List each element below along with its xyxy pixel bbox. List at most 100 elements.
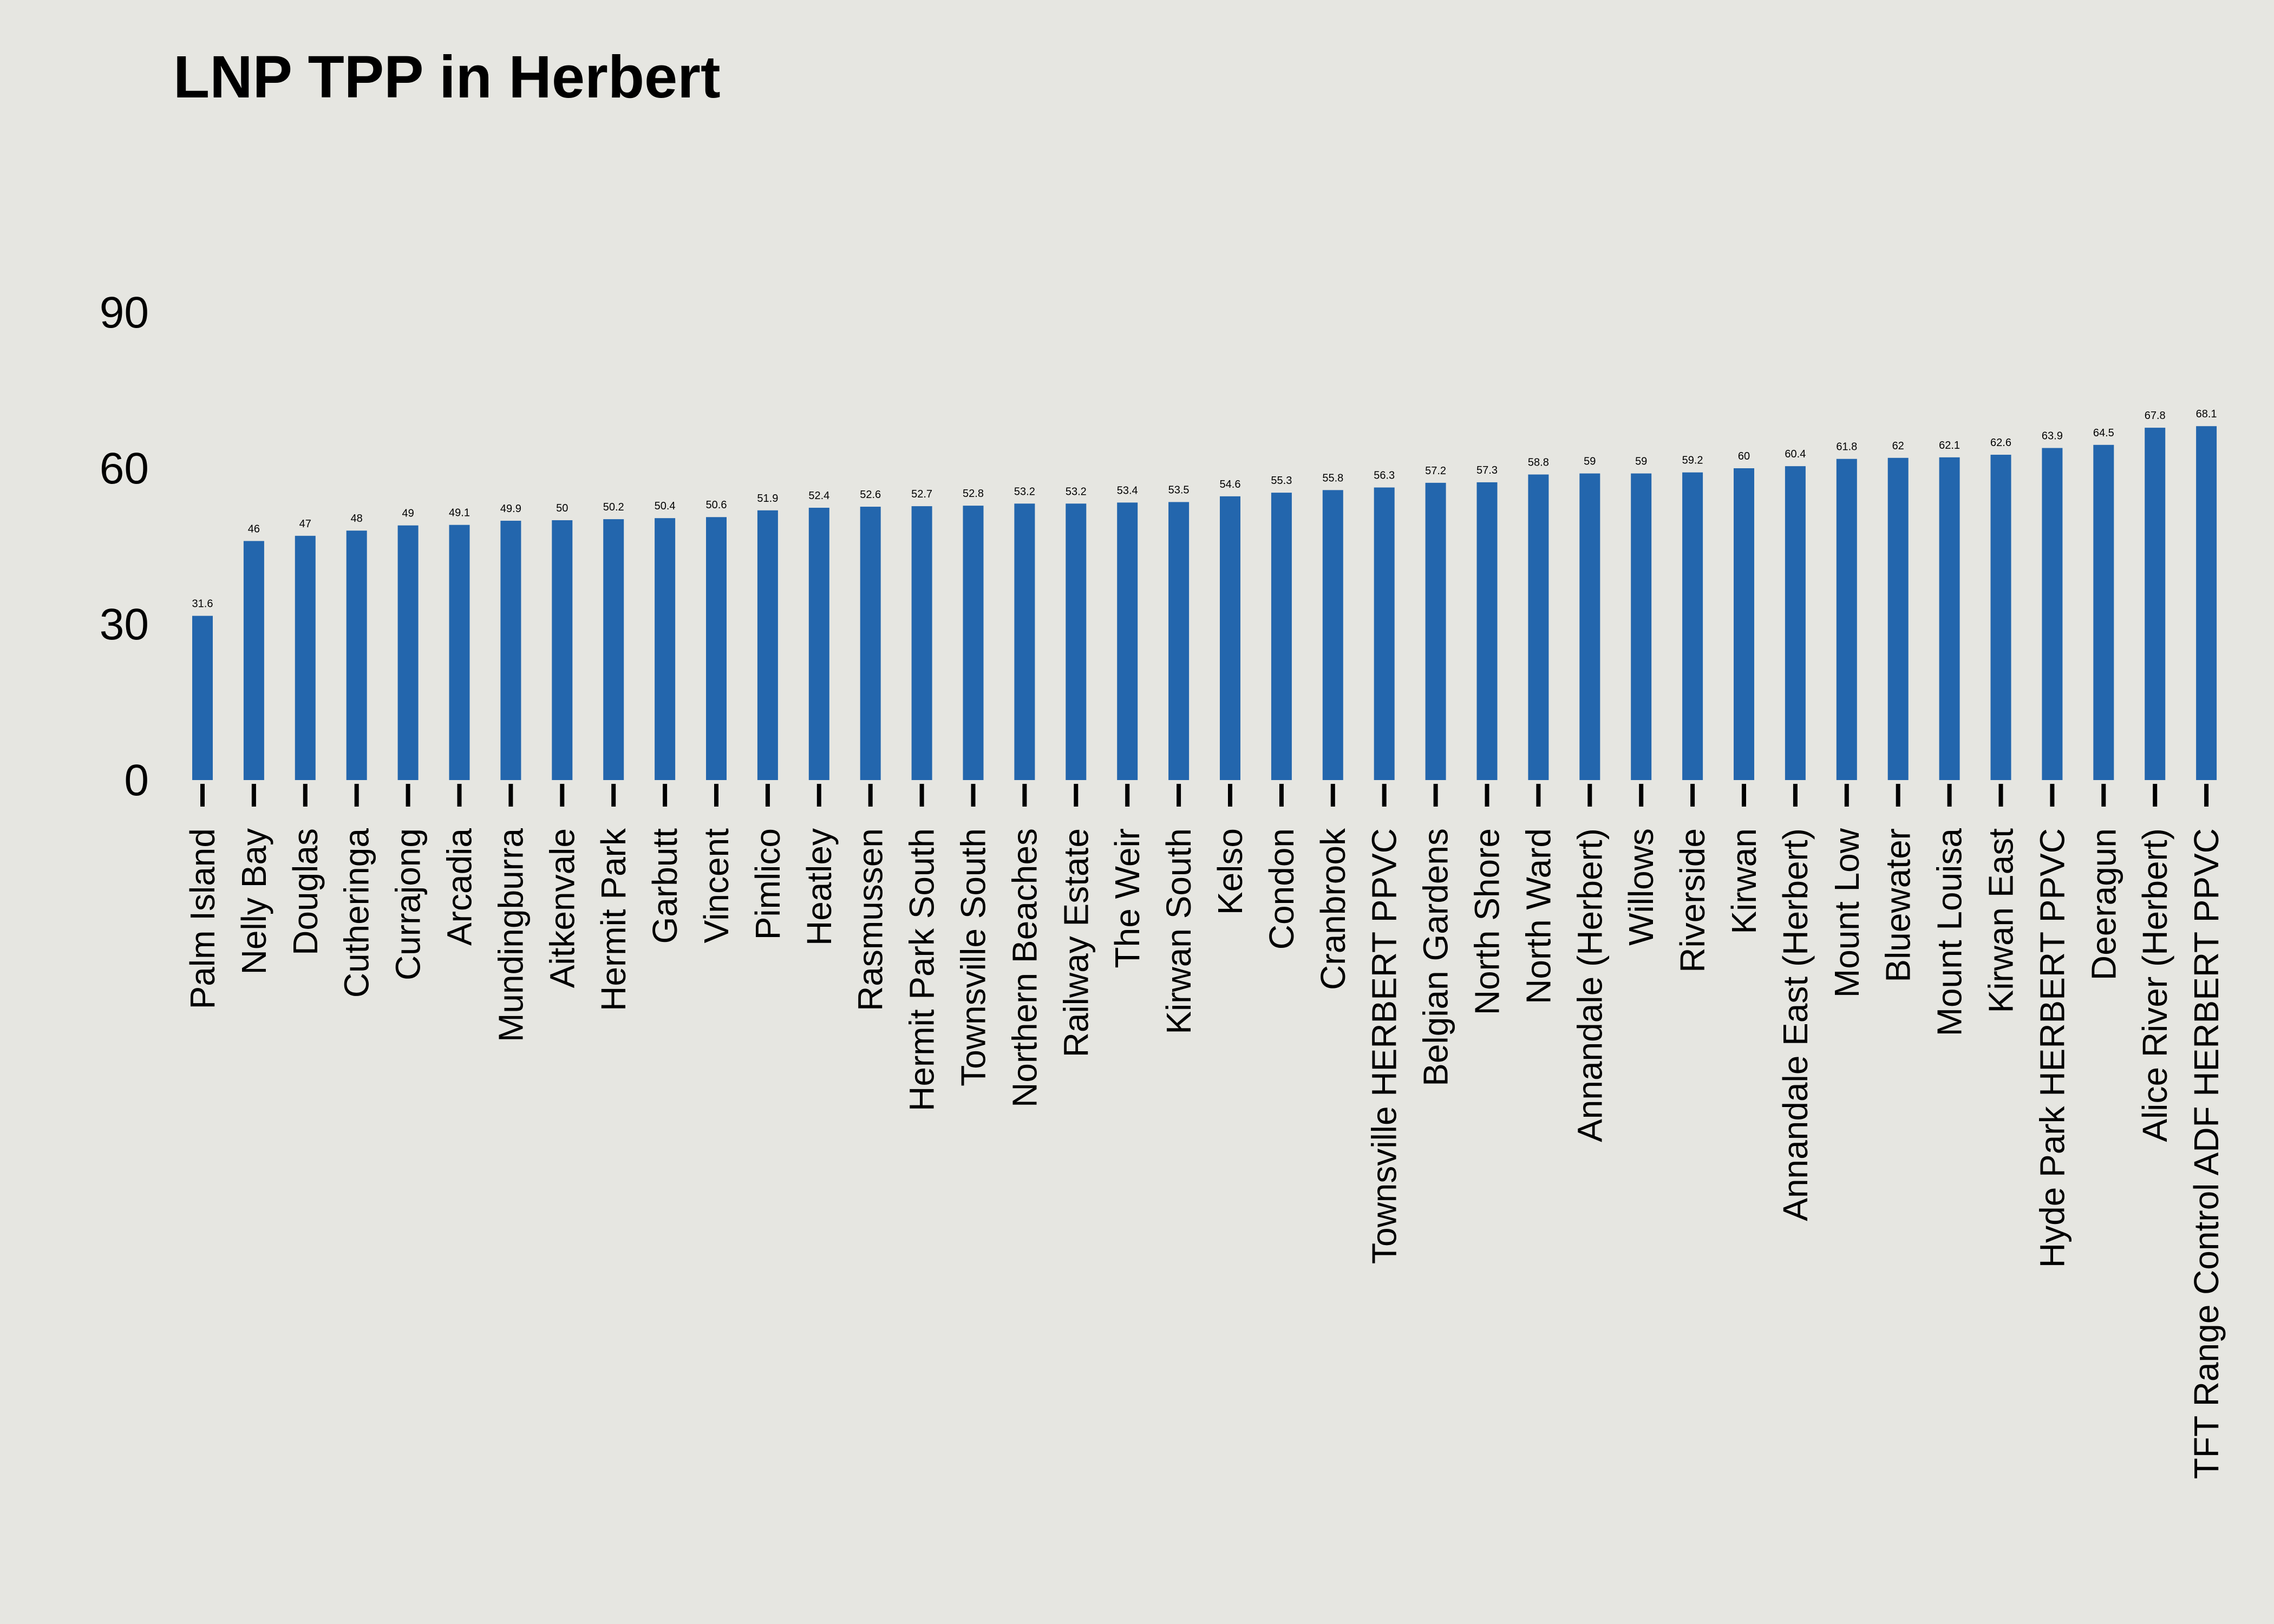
data-labels: 31.6 46 47 48 49 49.1 49.9 50 50.2 50.4 50.6 51.9 52… (192, 408, 2217, 610)
x-tick-label: Palm Island (183, 828, 222, 1009)
data-label: 58.8 (1528, 457, 1549, 469)
data-label: 52.8 (963, 488, 984, 500)
bars (192, 426, 2217, 780)
data-label: 49.1 (449, 507, 470, 519)
y-tick-label: 90 (100, 288, 149, 337)
bar (1476, 482, 1498, 780)
data-label: 54.6 (1220, 479, 1241, 490)
bar (500, 520, 521, 780)
bar (1168, 502, 1190, 780)
data-label: 50 (556, 502, 568, 514)
data-label: 53.4 (1117, 484, 1138, 496)
data-label: 62 (1892, 440, 1904, 452)
data-label: 48 (351, 513, 363, 525)
x-tick-label: Vincent (697, 828, 736, 944)
bar (1220, 496, 1240, 780)
x-tick-label: Annandale East (Herbert) (1776, 828, 1815, 1221)
data-label: 51.9 (757, 493, 778, 505)
data-label: 50.6 (706, 499, 727, 511)
data-label: 61.8 (1836, 441, 1857, 453)
bar (1734, 468, 1754, 780)
x-tick-label: Northern Beaches (1005, 828, 1044, 1108)
x-tick-label: Rasmussen (851, 828, 890, 1011)
x-tick-label: North Ward (1519, 828, 1558, 1004)
x-tick-label: Deeragun (2084, 828, 2123, 980)
data-label: 52.7 (911, 488, 932, 500)
x-tick-label: Riverside (1673, 828, 1712, 973)
bar (2145, 428, 2166, 780)
data-label: 62.1 (1939, 440, 1960, 451)
bar (2042, 448, 2063, 780)
bar (243, 541, 264, 780)
data-label: 55.8 (1322, 472, 1343, 484)
bar (397, 525, 419, 780)
x-tick-label: TFT Range Control ADF HERBERT PPVC (2187, 828, 2226, 1479)
bar (1066, 503, 1087, 780)
data-label: 59 (1584, 456, 1596, 468)
x-tick-label: Arcadia (440, 828, 479, 946)
x-tick-label: North Shore (1468, 828, 1507, 1015)
bar (1631, 473, 1652, 780)
bar (1579, 473, 1600, 780)
data-label: 49.9 (500, 503, 521, 515)
bar (346, 531, 367, 780)
x-tick-label: Alice River (Herbert) (2135, 828, 2174, 1142)
x-tick-label: Cutheringa (337, 828, 376, 998)
bar (552, 520, 573, 780)
x-tick-label: Condon (1262, 828, 1301, 949)
x-tick-label: Pimlico (748, 828, 787, 940)
y-tick-label: 30 (100, 600, 149, 649)
data-label: 63.9 (2042, 430, 2063, 442)
bar (655, 518, 676, 780)
x-tick-label: Belgian Gardens (1416, 828, 1455, 1086)
data-label: 60.4 (1785, 448, 1806, 460)
bar (808, 507, 829, 780)
bar (911, 506, 932, 780)
data-label: 68.1 (2196, 408, 2217, 420)
bar (449, 525, 470, 780)
bar (1682, 472, 1703, 780)
bar (1939, 457, 1960, 780)
data-label: 53.2 (1066, 486, 1087, 497)
x-tick-label: Mundingburra (491, 828, 530, 1042)
data-label: 59.2 (1682, 455, 1703, 467)
x-tick-label: Aitkenvale (543, 828, 581, 988)
x-tick-label: Mount Louisa (1930, 828, 1969, 1037)
bar (1322, 490, 1343, 780)
data-label: 56.3 (1374, 470, 1395, 482)
x-tick-label: Heatley (800, 828, 839, 946)
x-tick-label: Kirwan East (1982, 828, 2021, 1013)
x-tick-label: Willows (1622, 828, 1661, 946)
data-label: 50.4 (655, 500, 676, 512)
x-tick-label: Townsville South (954, 828, 993, 1086)
x-tick-label: Hermit Park (594, 828, 633, 1011)
bar (2196, 426, 2217, 780)
data-label: 53.5 (1168, 484, 1190, 496)
data-label: 62.6 (1990, 437, 2011, 449)
x-tick-label: Kirwan South (1159, 828, 1198, 1034)
x-tick-label: Currajong (389, 828, 428, 980)
x-tick-label: Cranbrook (1314, 828, 1352, 990)
x-tick-label: Kirwan (1724, 828, 1763, 934)
data-label: 49 (402, 508, 414, 520)
bar (1271, 493, 1292, 780)
x-tick-label: The Weir (1108, 828, 1147, 968)
bar (1836, 459, 1857, 780)
bar (1785, 466, 1806, 780)
x-tick-label: Douglas (286, 828, 325, 955)
bar (1425, 482, 1446, 780)
x-tick-label: Townsville HERBERT PPVC (1365, 828, 1404, 1264)
x-tick-label: Annandale (Herbert) (1570, 828, 1609, 1142)
x-tick-label: Kelso (1211, 828, 1250, 915)
bar (757, 510, 778, 780)
bar (192, 615, 213, 780)
data-label: 52.4 (808, 490, 829, 502)
x-tick-label: Railway Estate (1056, 828, 1095, 1057)
x-tick-label: Hyde Park HERBERT PPVC (2033, 828, 2072, 1268)
data-label: 67.8 (2145, 410, 2166, 422)
x-tick-label: Mount Low (1827, 828, 1866, 998)
y-tick-label: 60 (100, 444, 149, 493)
data-label: 50.2 (603, 501, 624, 513)
data-label: 53.2 (1014, 486, 1035, 497)
